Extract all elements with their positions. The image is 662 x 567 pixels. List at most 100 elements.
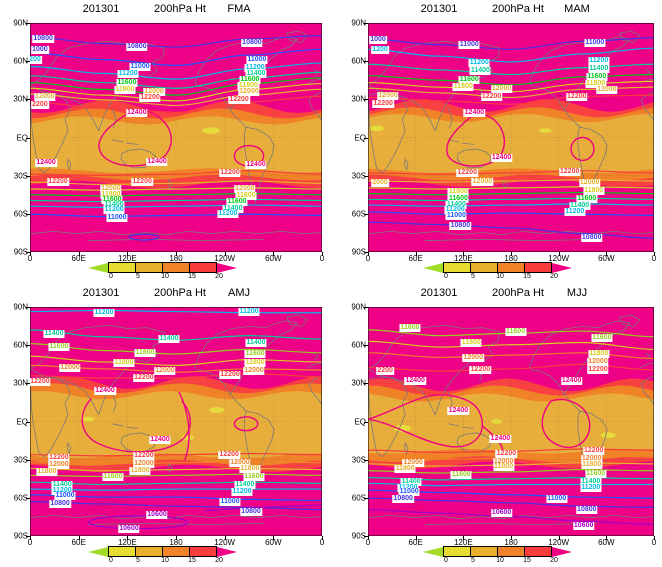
colorbar-tick-label: 5 [471, 557, 475, 564]
panel-title-field: 200hPa Ht [492, 3, 544, 15]
height-contour [30, 96, 322, 112]
y-axis-tick [26, 307, 30, 308]
y-axis-tick [364, 252, 368, 253]
y-axis-label: 60S [13, 493, 28, 503]
coastline [195, 321, 297, 394]
colorbar-tick-label: 10 [161, 273, 169, 280]
y-axis-tick [26, 345, 30, 347]
colorbar-segment [136, 547, 163, 556]
height-contour [30, 214, 322, 216]
x-axis-label: 0 [651, 254, 657, 263]
shading-5-10 [30, 116, 322, 173]
y-axis-tick [26, 536, 30, 537]
x-axis-tick [368, 536, 369, 540]
panel-title-field: 200hPa Ht [154, 3, 206, 15]
height-contour [30, 474, 322, 476]
x-axis-tick [322, 536, 323, 540]
colorbar-tick-label: 20 [550, 273, 558, 280]
x-axis-tick [654, 536, 655, 540]
y-axis-label: EQ [16, 417, 28, 426]
y-axis-tick [364, 536, 368, 537]
contour-12400 [82, 399, 190, 452]
panel-title-season: MAM [564, 3, 590, 15]
x-axis-tick [322, 252, 323, 256]
x-axis-tick [415, 252, 417, 256]
x-axis-tick [273, 252, 275, 256]
height-contour [368, 498, 654, 507]
y-axis-tick [364, 345, 368, 347]
x-axis-tick [127, 252, 129, 256]
x-axis-tick [654, 252, 655, 256]
height-contour [30, 89, 322, 105]
coastline [30, 325, 164, 414]
shading-0-5-spot [202, 127, 220, 134]
x-axis-tick [176, 252, 177, 256]
colorbar-body [443, 262, 552, 273]
x-axis-label: 60E [71, 538, 86, 547]
y-axis-tick [26, 383, 30, 385]
colorbar-segment [525, 547, 551, 556]
coastline [88, 239, 263, 240]
colorbar-body [443, 546, 552, 557]
contour-12400-loop [234, 417, 257, 431]
height-contour [30, 181, 322, 184]
x-axis-tick [273, 536, 275, 540]
colorbar-tick-label: 0 [444, 557, 448, 564]
y-axis-tick [26, 99, 30, 101]
panel-amj: 201301 200hPa Ht AMJ 11200 11200 11400 11400 11… [0, 284, 331, 567]
contour-12400 [542, 399, 589, 447]
coastline [30, 515, 322, 518]
height-contour [30, 36, 322, 47]
coastline [88, 523, 263, 524]
x-axis-tick [558, 252, 560, 256]
height-contour [368, 171, 654, 174]
colorbar-segment [471, 263, 498, 272]
y-axis-label: 30N [13, 94, 28, 104]
coastline [112, 140, 124, 142]
y-axis-tick [26, 497, 30, 499]
shading-0-5-spot [82, 416, 95, 422]
colorbar-body [108, 546, 217, 557]
x-axis-tick [463, 252, 465, 256]
x-axis-label: 60E [71, 254, 86, 263]
coastline [564, 110, 580, 127]
height-contour [30, 199, 322, 201]
map-plot [368, 307, 654, 536]
height-contour [30, 194, 322, 196]
y-axis-tick [26, 213, 30, 215]
colorbar-tick-label: 5 [471, 273, 475, 280]
coastline [313, 353, 318, 360]
y-axis-label: 60N [351, 340, 366, 350]
height-contour [368, 204, 654, 206]
contour-12400 [368, 395, 482, 447]
coastline [112, 424, 124, 426]
colorbar-tick-label: 0 [109, 557, 113, 564]
coastline [126, 427, 138, 428]
colorbar-arrow-above [552, 546, 572, 557]
height-contour [30, 84, 322, 101]
shading-0-5-spot [393, 424, 411, 432]
x-axis-tick [511, 536, 512, 540]
shading-5-10 [30, 391, 322, 459]
height-contour [30, 188, 322, 190]
y-axis-tick [364, 137, 368, 139]
panel-title-field: 200hPa Ht [154, 287, 206, 299]
x-axis-tick [224, 536, 226, 540]
shading-0-5-spot [490, 419, 503, 424]
height-contour [30, 63, 322, 79]
x-axis-tick [30, 536, 31, 540]
height-contour [368, 187, 654, 189]
x-axis-label: 0 [319, 254, 325, 263]
y-axis-tick [364, 213, 368, 215]
coastline [67, 443, 71, 453]
y-axis-tick [26, 175, 30, 177]
coastline [368, 231, 654, 234]
coastline [307, 363, 322, 368]
y-axis-tick [26, 459, 30, 461]
shading-0-5-spot [181, 435, 195, 441]
coastline [405, 443, 408, 453]
panel-title-date: 201301 [82, 3, 120, 15]
coastline [309, 92, 322, 121]
x-axis-tick [368, 252, 369, 256]
y-axis-label: 30N [351, 378, 366, 388]
